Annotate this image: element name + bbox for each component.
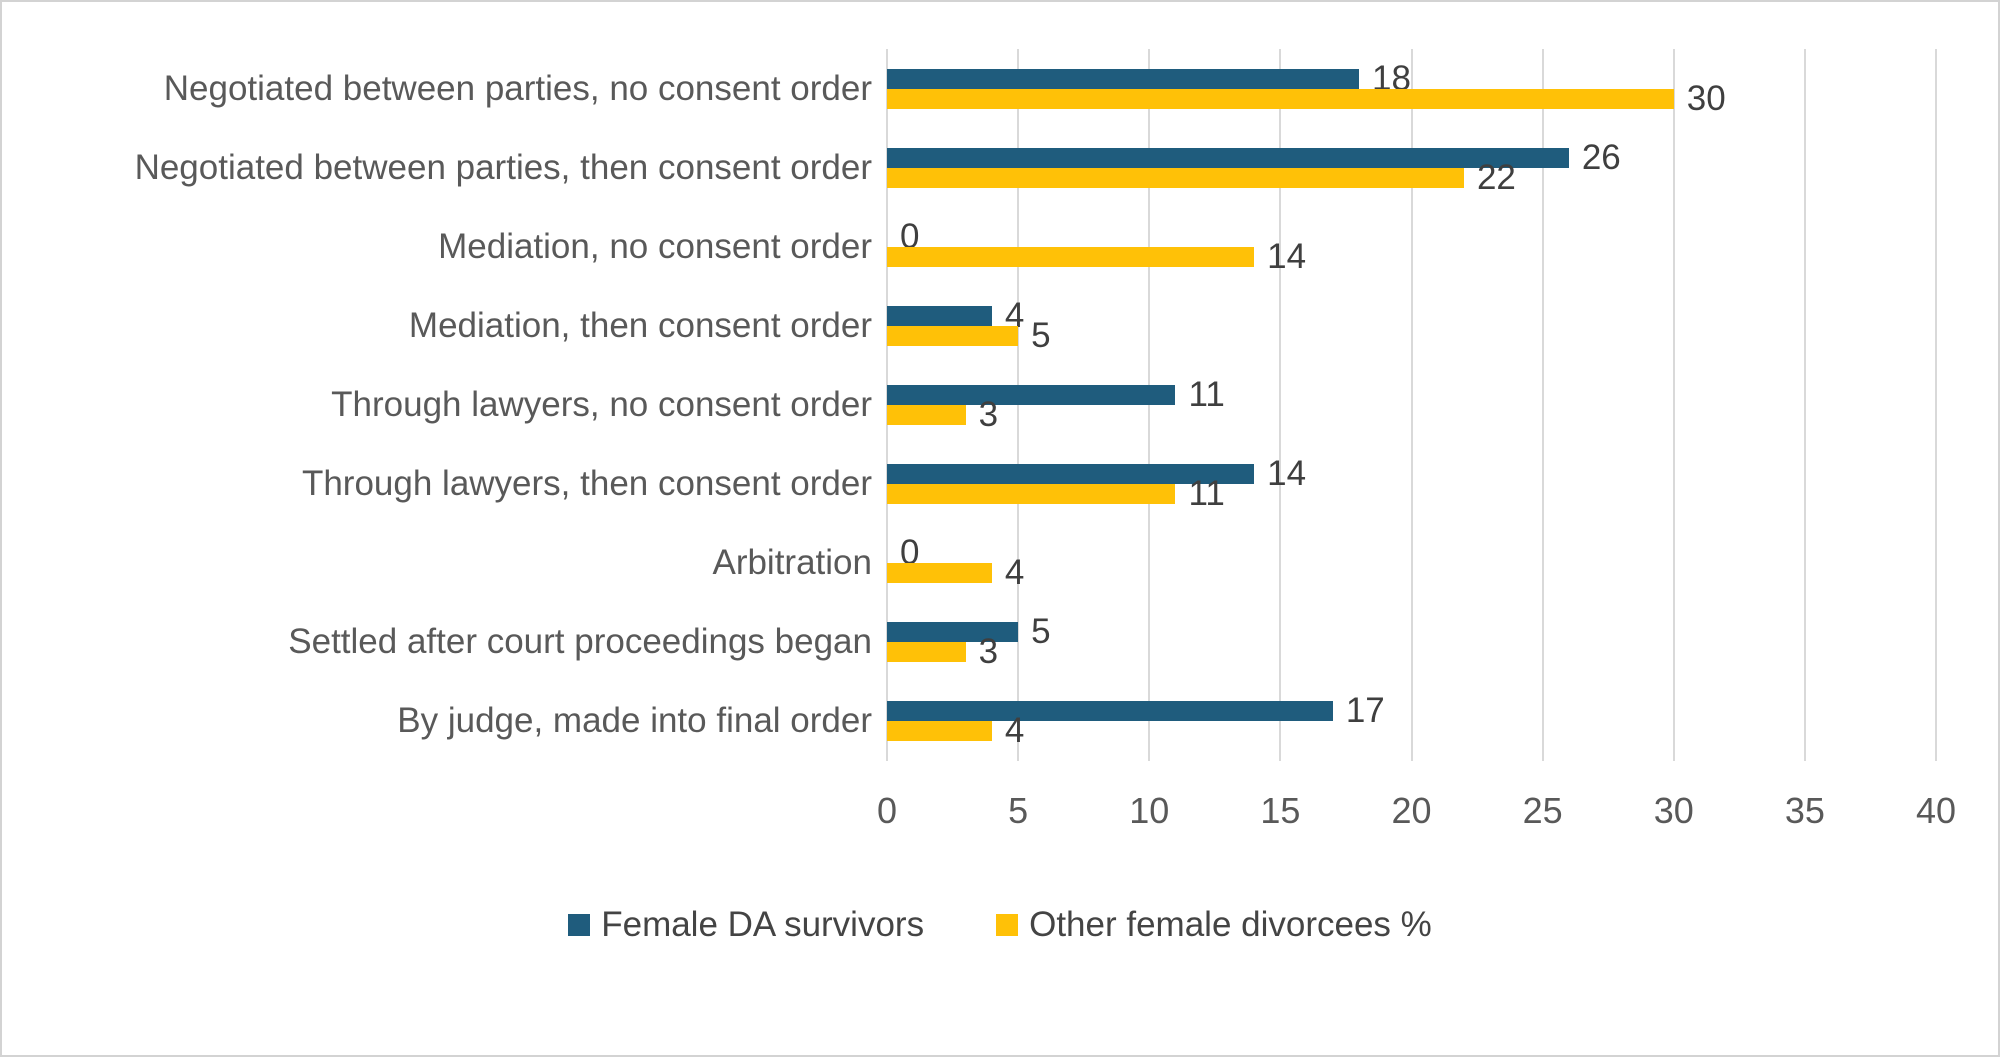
data-label-series1-row4: 4 (1004, 295, 1025, 335)
data-label-series1-row6: 14 (1267, 453, 1307, 493)
bar-series2-row6 (887, 483, 1176, 504)
legend-label: Female DA survivors (601, 905, 925, 944)
category-label-row1: Negotiated between parties, no consent o… (163, 68, 872, 108)
plot-area: 18 30 26 22 0 14 4 5 11 3 14 11 0 4 5 3 17 4 (886, 49, 1937, 761)
bar-series2-row2 (887, 167, 1464, 188)
x-tick-label-30: 30 (1653, 790, 1694, 831)
category-label-row5: Through lawyers, no consent order (331, 384, 872, 424)
legend: Female DA survivors Other female divorcee… (2, 900, 1998, 950)
gridline-x-40 (1935, 49, 1937, 761)
data-label-series2-row6: 11 (1188, 473, 1225, 513)
bar-series1-row9 (887, 700, 1333, 721)
bar-series1-row4 (887, 305, 992, 326)
category-label-row2: Negotiated between parties, then consent… (134, 147, 872, 187)
bar-series1-row2 (887, 147, 1569, 168)
legend-item-series2: Other female divorcees % (996, 905, 1432, 945)
data-label-series2-row9: 4 (1004, 710, 1025, 750)
category-label-row9: By judge, made into final order (397, 700, 872, 740)
data-label-series2-row3: 14 (1267, 236, 1307, 276)
gridline-x-25 (1541, 49, 1544, 761)
bar-series1-row8 (887, 621, 1019, 642)
x-tick-label-0: 0 (876, 790, 898, 831)
data-label-series1-row5: 11 (1188, 374, 1225, 414)
bar-series2-row9 (887, 720, 992, 741)
bar-series1-row6 (887, 463, 1255, 484)
data-label-series2-row8: 3 (978, 631, 999, 671)
gridline-x-5 (1017, 49, 1020, 761)
x-tick-label-25: 25 (1522, 790, 1563, 831)
bar-series2-row5 (887, 404, 966, 425)
bar-series1-row5 (887, 384, 1176, 405)
x-tick-label-40: 40 (1915, 790, 1957, 831)
bar-series2-row1 (887, 88, 1674, 109)
bar-series1-row1 (887, 68, 1360, 89)
gridline-x-30 (1672, 49, 1675, 761)
data-label-series1-row8: 5 (1031, 611, 1051, 651)
data-label-series1-row3: 0 (900, 216, 920, 256)
data-label-series2-row2: 22 (1476, 157, 1516, 197)
data-label-series1-row7: 0 (900, 532, 920, 572)
data-label-series2-row5: 3 (978, 394, 999, 434)
legend-swatch-icon (996, 914, 1019, 936)
data-label-series2-row4: 5 (1031, 315, 1051, 355)
legend-item-series1: Female DA survivors (568, 905, 924, 945)
category-label-row8: Settled after court proceedings began (288, 621, 872, 661)
category-label-row6: Through lawyers, then consent order (301, 463, 872, 503)
legend-swatch-icon (568, 914, 591, 936)
gridline-x-15 (1279, 49, 1282, 761)
legend-label: Other female divorcees % (1029, 905, 1432, 944)
x-tick-label-10: 10 (1129, 790, 1170, 831)
gridline-x-20 (1410, 49, 1413, 761)
category-label-row3: Mediation, no consent order (438, 226, 872, 266)
data-label-series2-row1: 30 (1686, 78, 1726, 118)
data-label-series2-row7: 4 (1004, 552, 1025, 592)
x-tick-label-35: 35 (1784, 790, 1825, 831)
bar-series2-row8 (887, 641, 966, 662)
category-label-row4: Mediation, then consent order (408, 305, 872, 345)
gridline-x-10 (1148, 49, 1151, 761)
x-tick-label-15: 15 (1260, 790, 1301, 831)
bar-series2-row7 (887, 562, 992, 583)
x-tick-label-5: 5 (1008, 790, 1029, 831)
bar-series2-row4 (887, 325, 1019, 346)
category-label-row7: Arbitration (712, 542, 872, 582)
gridline-x-35 (1803, 49, 1806, 761)
data-label-series1-row9: 17 (1345, 690, 1385, 730)
x-tick-label-20: 20 (1391, 790, 1432, 831)
bar-series2-row3 (887, 246, 1255, 267)
data-label-series1-row2: 26 (1581, 137, 1621, 177)
